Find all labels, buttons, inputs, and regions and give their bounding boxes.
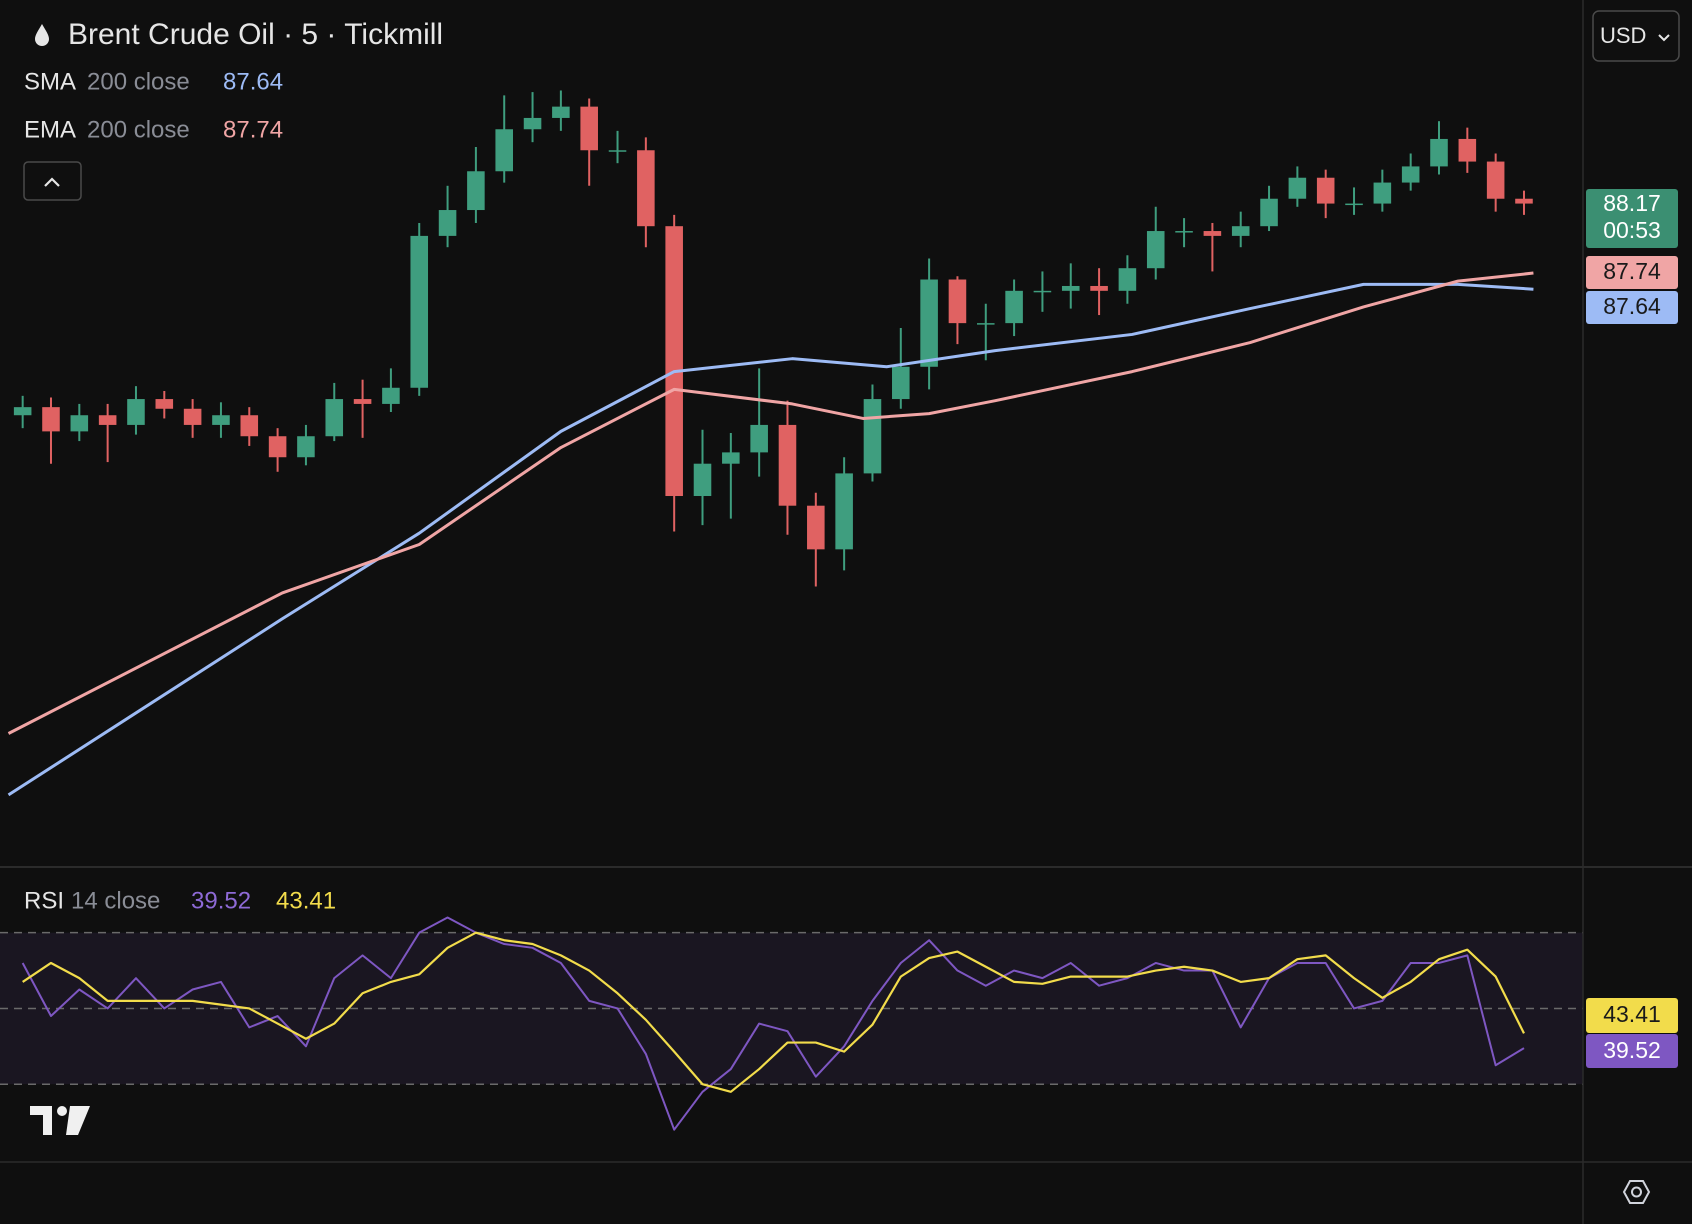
plot-area <box>0 90 1583 1131</box>
rsi-legend-value: 39.52 <box>191 887 251 914</box>
countdown-label: 00:53 <box>1603 217 1661 243</box>
candle-body <box>42 407 60 432</box>
candle-body <box>722 452 740 464</box>
candle-body <box>183 408 202 425</box>
drop-icon <box>35 24 49 46</box>
candle-body <box>1515 198 1533 204</box>
candle-body <box>1146 231 1165 269</box>
sma-legend-params: 200 close <box>87 68 190 95</box>
candle-body <box>1260 198 1278 227</box>
ema-legend-name: EMA <box>24 116 76 143</box>
rsi-line <box>22 931 1525 1093</box>
ema-legend-params: 200 close <box>87 116 190 143</box>
candle-body <box>948 279 967 324</box>
candle-body <box>807 505 825 550</box>
candle-body <box>1090 285 1108 291</box>
candle-body <box>863 399 882 474</box>
candle-body <box>976 323 995 325</box>
rsi-ma-badge <box>1586 998 1678 1033</box>
currency-button[interactable]: USD <box>1592 10 1680 62</box>
candle-body <box>1231 226 1250 236</box>
candle-body <box>1033 290 1052 293</box>
rsi-ma-legend-value: 43.41 <box>276 887 336 914</box>
candle-body <box>353 399 372 404</box>
logo-part <box>66 1106 90 1135</box>
rsi-badge-label: 39.52 <box>1603 1037 1661 1063</box>
candle-body <box>1430 138 1448 167</box>
settings-icon-center <box>1631 1186 1642 1198</box>
sma-legend-name: SMA <box>24 68 76 95</box>
candle-body <box>552 106 570 118</box>
candle-body <box>13 407 32 416</box>
candle-body <box>1486 161 1505 199</box>
candle-body <box>1316 177 1335 204</box>
rsi-legend-name: RSI <box>24 887 64 914</box>
candle-body <box>1373 182 1392 204</box>
candle-body <box>835 473 853 550</box>
ema-badge <box>1586 256 1678 289</box>
currency-caret <box>1658 34 1670 42</box>
logo-part <box>57 1106 67 1116</box>
candle-body <box>325 399 344 437</box>
candle-body <box>892 366 910 400</box>
collapse-icon <box>44 177 60 187</box>
settings-button[interactable] <box>1622 1180 1651 1204</box>
candle-body <box>495 129 513 172</box>
collapse-button[interactable] <box>23 161 82 201</box>
candle-body <box>1118 268 1137 291</box>
candle-body <box>467 171 485 211</box>
candle-body <box>665 226 683 497</box>
candle-body <box>1288 177 1307 199</box>
candle-body <box>920 279 938 367</box>
candle-body <box>155 399 174 409</box>
candle-body <box>212 415 230 425</box>
candle-body <box>240 415 259 437</box>
rsi-badge <box>1586 1034 1678 1068</box>
candle-body <box>1175 231 1193 233</box>
candle-body <box>410 235 429 388</box>
candle-body <box>127 399 145 425</box>
candle-body <box>750 424 768 453</box>
candle-body <box>1005 290 1023 324</box>
candle-body <box>693 463 712 497</box>
candle-body <box>98 415 117 425</box>
sma-legend-value: 87.64 <box>223 68 283 95</box>
candle-body <box>268 436 287 458</box>
candle-body <box>523 117 542 130</box>
tradingview-logo[interactable] <box>30 1106 90 1135</box>
candle-body <box>608 150 627 152</box>
indicator-line <box>7 282 1534 797</box>
candle-body <box>382 387 400 404</box>
rsi-ma-badge-label: 43.41 <box>1603 1001 1661 1027</box>
candle-body <box>580 106 598 151</box>
logo-part <box>30 1106 52 1135</box>
candle-body <box>1061 285 1080 291</box>
candle-body <box>1203 231 1222 236</box>
settings-icon[interactable] <box>1622 1180 1651 1204</box>
sma-badge <box>1586 291 1678 324</box>
last-price-badge <box>1586 189 1678 248</box>
candle-body <box>778 424 797 506</box>
last-price-label: 88.17 <box>1603 190 1661 216</box>
candle-body <box>1345 203 1363 206</box>
rsi-legend-params: 14 close <box>71 887 160 914</box>
sma-badge-label: 87.64 <box>1603 293 1661 319</box>
ema-legend-value: 87.74 <box>223 116 283 143</box>
indicator-line <box>7 271 1534 735</box>
currency-label[interactable]: USD <box>1600 23 1646 48</box>
candle-body <box>297 436 315 458</box>
ema-badge-label: 87.74 <box>1603 258 1661 284</box>
chart-title: Brent Crude Oil · 5 · Tickmill <box>68 18 443 51</box>
candle-body <box>637 150 655 227</box>
candle-body <box>1401 166 1420 183</box>
currency-button-frame[interactable] <box>1592 10 1680 62</box>
candle-body <box>438 210 457 236</box>
candle-body <box>70 415 89 432</box>
candle-body <box>1458 138 1477 162</box>
